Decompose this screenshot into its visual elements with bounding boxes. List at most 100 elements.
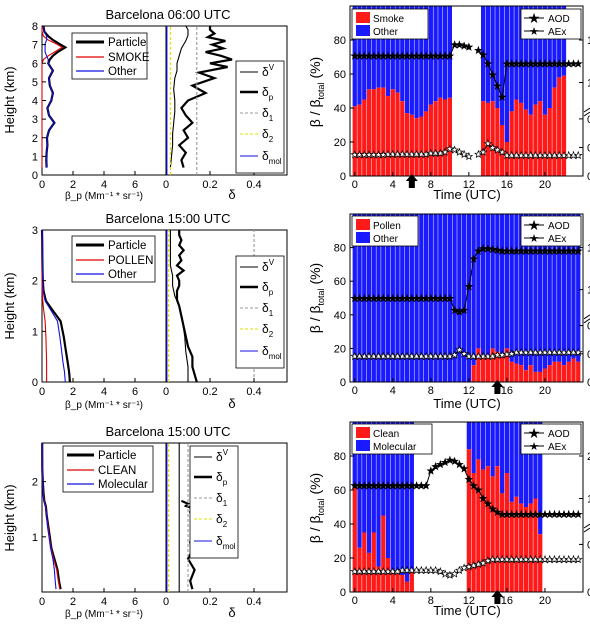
y-tick-label: 1 — [32, 532, 38, 544]
stack-bar-top — [419, 6, 424, 117]
legend-label: Molecular — [373, 442, 417, 453]
stack-bar-bottom — [519, 503, 524, 592]
aex-marker — [454, 307, 464, 316]
x-tick-label: 4 — [101, 179, 107, 191]
stack-bar-bottom — [423, 111, 429, 176]
stack-bar-bottom — [509, 501, 514, 592]
legend-swatch-2 — [356, 440, 370, 451]
legend-label: δ1 — [262, 301, 274, 318]
stack-bar-top — [500, 422, 505, 494]
stack-bar-bottom — [566, 361, 571, 382]
stack-bar-top — [504, 422, 510, 473]
stack-bar-bottom — [447, 97, 452, 176]
aex-marker — [573, 59, 583, 68]
y-tick-label: 5 — [32, 77, 38, 89]
aex-marker — [474, 45, 483, 55]
y-tick-label: 0 — [32, 377, 38, 389]
stack-bar-top — [538, 6, 543, 102]
stack-bar-bottom — [561, 75, 567, 176]
stack-bar-top — [490, 214, 495, 349]
y-tick-label: 80 — [334, 35, 346, 47]
stack-bar-bottom — [409, 114, 414, 176]
x-tick-label: 4 — [390, 595, 396, 607]
stack-bar-bottom — [414, 118, 419, 176]
stack-bar-bottom — [547, 108, 552, 176]
stack-bar-top — [533, 422, 538, 499]
stack-bar-bottom — [576, 361, 581, 382]
stack-bar-bottom — [428, 104, 433, 176]
legend-label: AOD — [548, 14, 570, 25]
stack-bar-top — [523, 422, 529, 507]
aex-marker — [464, 474, 474, 484]
timeseries-panel-row3: 0 4 8 12 16 20 0 20 40 60 80 1.5 2.0 0.00 0.05 β / βto… — [307, 421, 590, 618]
stack-bar-bottom — [419, 116, 424, 176]
right-tick-label: 2.0 — [587, 451, 590, 463]
timeseries-panel-row2: 0 4 8 12 16 20 0 20 40 60 80 1.0 1.5 0.0 0.1 0.2 β / βt… — [307, 213, 590, 411]
legend-label: AEx — [548, 27, 566, 38]
aex-marker — [483, 499, 493, 508]
series-line-p — [175, 230, 198, 383]
aex-marker — [454, 40, 464, 49]
stack-bar-top — [404, 422, 410, 582]
x-axis-label: Time (UTC) — [433, 396, 500, 411]
profile-series-group — [41, 25, 68, 168]
legend-label: Clean — [373, 429, 399, 440]
x-tick-label: 6 — [132, 386, 138, 398]
stack-bar-top — [519, 422, 524, 504]
x-tick-label: 4 — [101, 596, 107, 608]
stack-bar-bottom — [485, 466, 491, 592]
stack-bar-bottom — [395, 92, 400, 176]
legend-label: δ2 — [262, 322, 274, 339]
stack-bar-top — [381, 422, 386, 516]
aex-marker — [478, 50, 488, 59]
x-axis-label: β_p (Mm⁻¹ * sr⁻¹) — [65, 609, 143, 620]
stack-bar-bottom — [552, 361, 557, 382]
stack-bar-top — [414, 6, 419, 119]
legend-label: Particle — [108, 37, 146, 49]
legend-label: δ2 — [216, 512, 228, 529]
y-tick-label: 1 — [32, 151, 38, 163]
stack-bar-top — [495, 422, 500, 467]
x-tick-label: 0 — [352, 179, 358, 191]
legend-box — [520, 215, 582, 247]
aod-marker — [464, 151, 474, 161]
stack-bar-top — [409, 422, 414, 572]
stack-bar-bottom — [523, 507, 529, 592]
plot-frame — [349, 5, 584, 177]
y-tick-label: 60 — [334, 276, 346, 288]
x-tick-label: 0 — [39, 596, 45, 608]
stack-bar-bottom — [371, 532, 376, 592]
aod-marker — [497, 147, 507, 156]
legend-swatch-1 — [356, 12, 370, 23]
x-tick-label: 0 — [352, 595, 358, 607]
stack-bar-top — [481, 422, 486, 470]
aod-marker — [483, 138, 493, 148]
x-tick-label: 0 — [39, 179, 45, 191]
stack-bar-bottom — [471, 473, 476, 592]
x-tick-label: 0 — [352, 385, 358, 397]
legend-label: POLLEN — [108, 255, 153, 267]
x-tick-label: 8 — [428, 385, 434, 397]
aod-marker — [493, 145, 502, 154]
aex-marker — [493, 245, 502, 255]
time-arrow-icon — [405, 174, 418, 188]
stack-bar-top — [509, 422, 514, 502]
line-legend: ★ AOD ★ AEx — [520, 8, 582, 40]
stack-bar-top — [509, 6, 514, 112]
stack-bar-bottom — [481, 101, 486, 176]
right-tick-label: 1.0 — [587, 285, 590, 297]
y-tick-label: 0 — [340, 171, 346, 183]
x-tick-label: 0.2 — [202, 386, 217, 398]
stack-bar-top — [461, 214, 467, 382]
stack-bar-top — [557, 214, 562, 362]
stack-bar-top — [466, 214, 472, 382]
stack-bar-bottom — [523, 370, 529, 382]
stack-bar-bottom — [371, 89, 376, 176]
x-tick-label: 20 — [539, 595, 551, 607]
axis-break-icon — [583, 107, 590, 117]
stack-bar-bottom — [376, 566, 381, 592]
y-tick-label: 40 — [334, 310, 346, 322]
aod-marker — [474, 149, 483, 159]
stack-bar-bottom — [552, 87, 557, 176]
aex-marker — [483, 244, 493, 253]
